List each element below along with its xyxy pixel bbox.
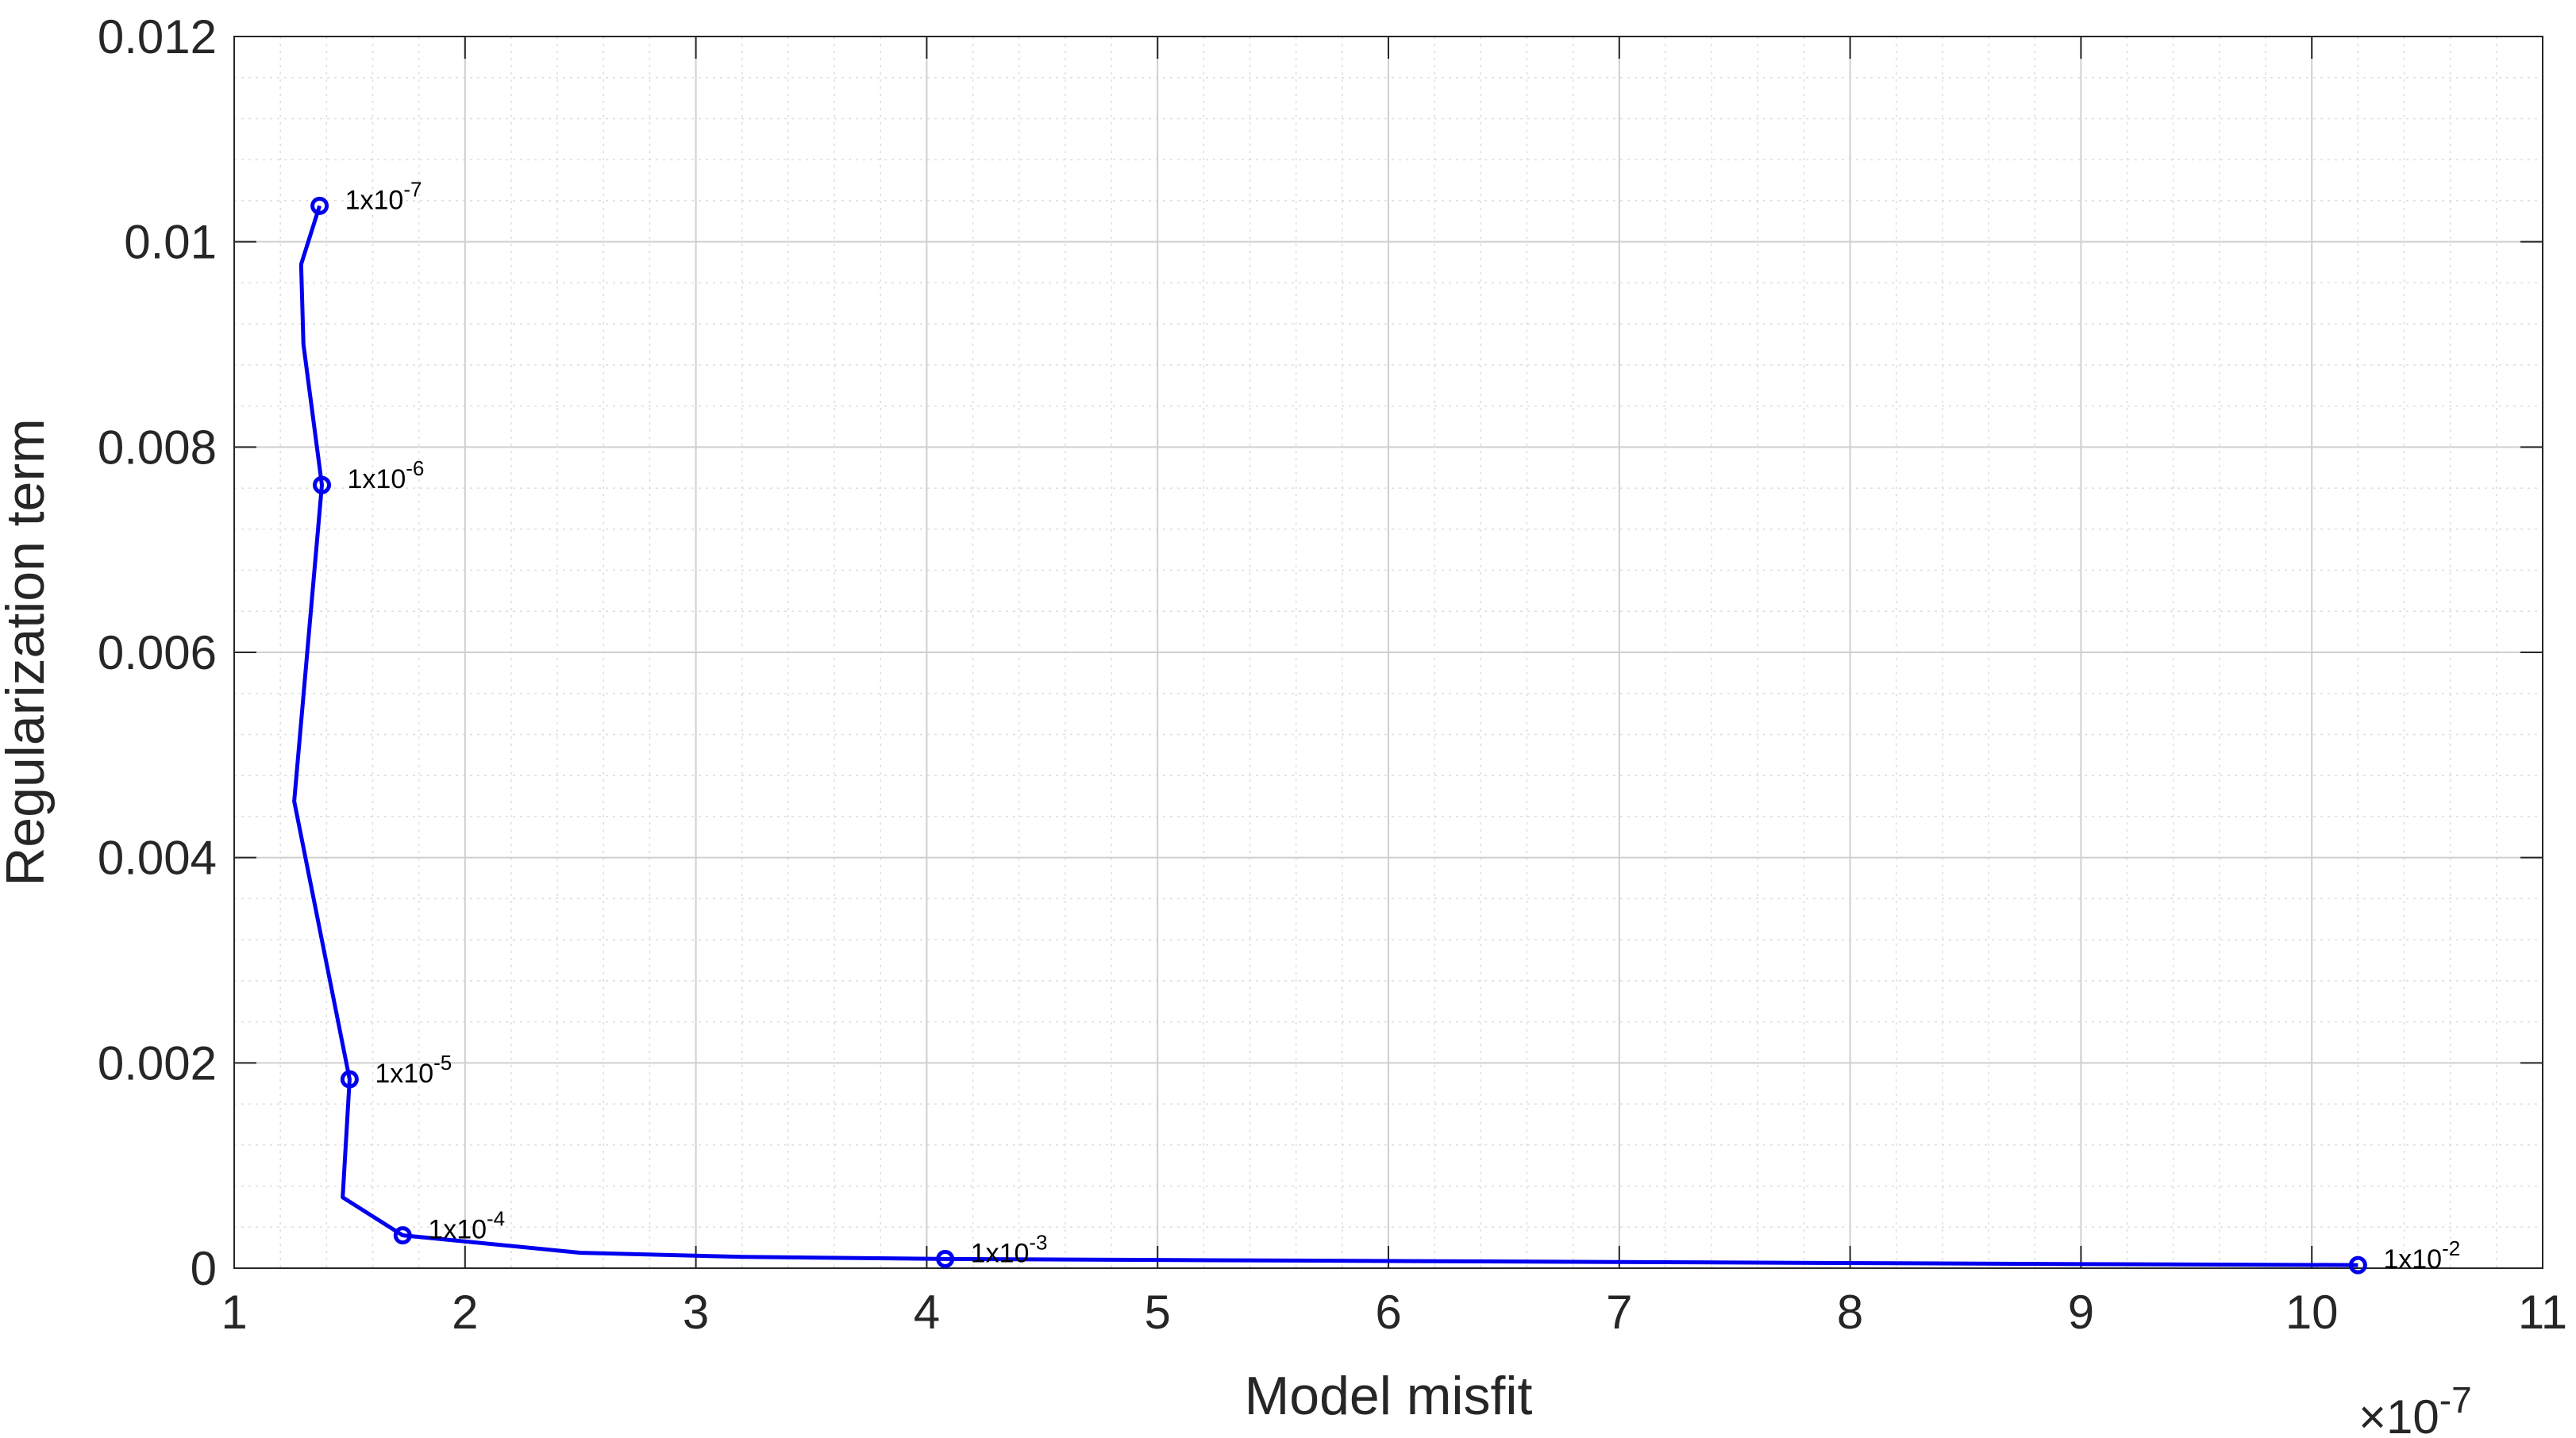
y-axis-title: Regularization term	[0, 418, 56, 886]
tick-marks	[233, 36, 2543, 1269]
annotation-base: 1x10	[345, 185, 404, 215]
annotation-exponent: -6	[406, 456, 424, 480]
x-tick-label: 5	[1145, 1286, 1171, 1339]
marker-annotation: 1x10-2	[2383, 1236, 2460, 1275]
x-tick-label: 7	[1606, 1286, 1632, 1339]
x-tick-label: 1	[221, 1286, 247, 1339]
data-marker	[2348, 1255, 2367, 1275]
series-line	[292, 205, 2358, 1267]
y-tick-label: 0.006	[98, 626, 217, 679]
series-layer	[292, 205, 2358, 1267]
y-tick-label: 0.002	[98, 1036, 217, 1090]
annotation-exponent: -5	[433, 1051, 452, 1075]
annotation-exponent: -3	[1029, 1230, 1047, 1254]
x-axis-title: Model misfit	[1245, 1366, 1533, 1426]
x-axis-multiplier: ×10-7	[2358, 1379, 2472, 1438]
x-tick-label: 4	[914, 1286, 940, 1339]
y-tick-label: 0	[191, 1242, 217, 1295]
y-tick-label: 0.01	[124, 216, 217, 269]
x-multiplier-base: ×10	[2358, 1390, 2439, 1438]
marker-annotation: 1x10-6	[348, 456, 425, 494]
annotation-base: 1x10	[375, 1059, 433, 1089]
marker-annotation: 1x10-7	[345, 177, 422, 215]
annotation-exponent: -7	[403, 177, 422, 201]
x-tick-label: 8	[1837, 1286, 1863, 1339]
x-tick-label: 6	[1375, 1286, 1401, 1339]
data-marker	[313, 475, 332, 494]
marker-layer	[310, 196, 2367, 1275]
annotation-base: 1x10	[428, 1215, 487, 1245]
x-tick-labels: 1 2 3 4 5 6 7 8 9 10 11	[221, 1286, 2567, 1339]
data-marker	[310, 196, 329, 215]
marker-annotation: 1x10-3	[971, 1230, 1048, 1268]
annotation-exponent: -4	[487, 1207, 505, 1231]
data-marker	[393, 1226, 412, 1245]
y-tick-label: 0.008	[98, 421, 217, 474]
y-tick-label: 0.012	[98, 10, 217, 63]
marker-annotation: 1x10-4	[428, 1207, 505, 1245]
x-tick-label: 9	[2068, 1286, 2094, 1339]
marker-annotation: 1x10-5	[375, 1051, 452, 1089]
x-tick-label: 11	[2518, 1286, 2567, 1339]
data-marker	[936, 1249, 955, 1268]
x-tick-label: 10	[2285, 1286, 2339, 1339]
x-tick-label: 3	[683, 1286, 709, 1339]
x-tick-label: 2	[452, 1286, 478, 1339]
y-tick-labels: 0 0.002 0.004 0.006 0.008 0.01 0.012	[98, 10, 217, 1295]
x-multiplier-exponent: -7	[2439, 1379, 2472, 1421]
annotation-base: 1x10	[971, 1238, 1030, 1268]
y-tick-label: 0.004	[98, 832, 217, 885]
annotation-base: 1x10	[2383, 1244, 2442, 1275]
data-marker	[340, 1070, 359, 1089]
annotation-exponent: -2	[2442, 1236, 2460, 1260]
annotation-base: 1x10	[348, 464, 406, 494]
